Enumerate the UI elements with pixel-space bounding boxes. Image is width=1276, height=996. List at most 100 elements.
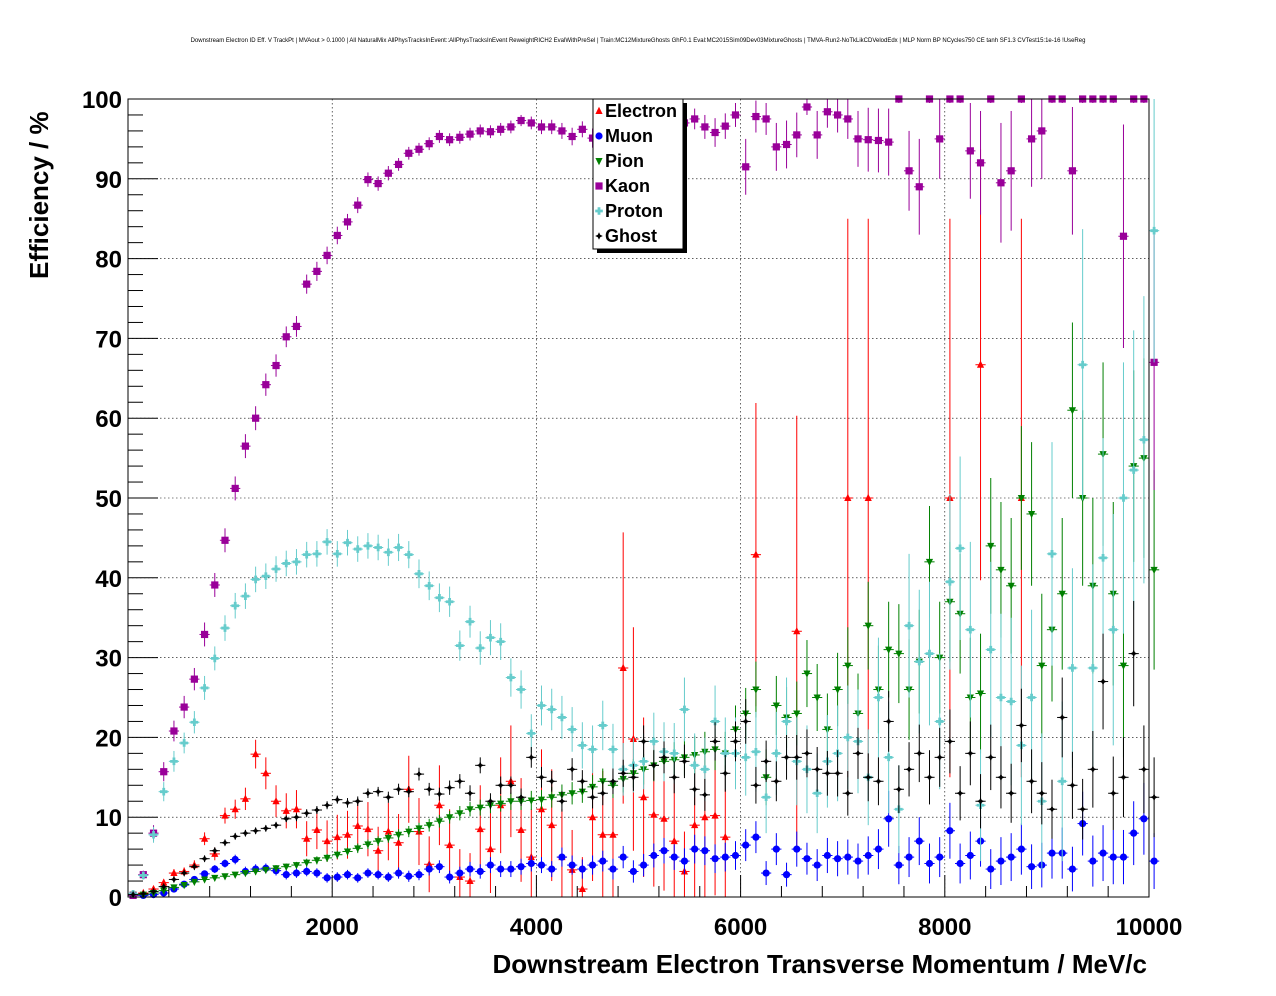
muon-point — [466, 865, 474, 873]
muon-point — [486, 861, 495, 869]
kaon-point — [1038, 127, 1046, 135]
ghost-point — [425, 785, 433, 794]
proton-point — [1078, 360, 1087, 369]
muon-point — [619, 853, 627, 861]
electron-point — [486, 844, 495, 853]
kaon-point — [742, 163, 750, 171]
muon-point — [762, 869, 770, 877]
electron-point — [548, 820, 556, 829]
ghost-point — [588, 793, 597, 802]
muon-point — [813, 861, 821, 869]
electron-point — [282, 806, 290, 814]
ghost-point — [445, 783, 454, 792]
pion-point — [415, 825, 423, 833]
muon-point — [752, 833, 760, 841]
kaon-point — [343, 218, 352, 226]
electron-point — [221, 811, 229, 819]
muon-point — [609, 865, 617, 873]
kaon-point — [793, 131, 801, 139]
kaon-point — [731, 111, 740, 119]
muon-point — [1089, 857, 1097, 865]
muon-point — [629, 867, 637, 876]
y-tick-label: 90 — [95, 167, 122, 194]
proton-point — [1027, 693, 1036, 702]
kaon-point — [272, 361, 280, 370]
kaon-point — [405, 149, 413, 157]
ghost-point — [262, 824, 270, 833]
muon-point — [527, 859, 535, 868]
muon-point — [394, 869, 403, 877]
ghost-point — [690, 785, 699, 794]
electron-point — [976, 360, 985, 368]
ghost-point — [976, 797, 985, 806]
data-series — [128, 95, 1160, 900]
pion-point — [190, 878, 198, 887]
muon-point — [854, 857, 862, 865]
muon-point — [507, 865, 515, 873]
kaon-point — [1068, 167, 1077, 175]
proton-point — [425, 581, 433, 590]
ghost-point — [1027, 777, 1036, 786]
kaon-point — [456, 133, 464, 141]
muon-point — [384, 873, 392, 881]
muon-point — [200, 870, 209, 878]
kaon-point — [915, 183, 923, 191]
pion-point — [303, 859, 311, 867]
ghost-point — [415, 770, 423, 778]
kaon-point — [252, 414, 260, 422]
muon-point — [1007, 853, 1015, 861]
kaon-point — [425, 140, 433, 148]
pion-point — [1150, 566, 1158, 575]
proton-point — [966, 625, 975, 634]
kaon-point — [527, 119, 535, 127]
ghost-point — [313, 806, 321, 814]
electron-point — [374, 846, 382, 854]
pion-point — [507, 798, 515, 806]
proton-point — [159, 787, 168, 796]
proton-point — [547, 705, 556, 714]
electron-point — [578, 884, 586, 893]
ghost-point — [1048, 805, 1056, 814]
electron-point — [241, 794, 250, 802]
pion-point — [456, 810, 464, 818]
y-tick-label: 70 — [95, 326, 122, 353]
electron-point — [650, 810, 658, 818]
ghost-point — [854, 749, 862, 758]
proton-point — [364, 542, 372, 550]
kaon-point — [823, 108, 831, 116]
proton-point — [935, 717, 944, 726]
muon-point — [1150, 857, 1158, 865]
proton-point — [282, 559, 291, 568]
kaon-point — [180, 703, 188, 711]
ghost-point — [578, 777, 587, 786]
ghost-point — [456, 777, 464, 786]
ghost-point — [486, 797, 495, 806]
muon-point — [425, 865, 433, 873]
proton-point — [701, 765, 709, 774]
axis-ticks — [127, 98, 1150, 898]
muon-point — [711, 855, 719, 863]
proton-point — [190, 718, 199, 727]
kaon-point — [701, 123, 709, 131]
ghost-point — [966, 749, 975, 758]
proton-point — [690, 761, 699, 770]
pion-point — [241, 870, 250, 878]
proton-point — [578, 741, 587, 750]
kaon-point — [966, 147, 974, 155]
pion-point — [180, 882, 188, 890]
ghost-point — [394, 785, 403, 794]
legend-label-kaon: Kaon — [605, 176, 650, 196]
ghost-point — [711, 737, 719, 746]
kaon-point — [497, 125, 505, 133]
ghost-point — [619, 769, 627, 778]
electron-point — [272, 797, 280, 805]
proton-point — [986, 645, 995, 654]
electron-point — [446, 840, 454, 849]
ghost-point — [946, 737, 954, 746]
ghost-point — [609, 777, 617, 786]
electron-point — [343, 830, 352, 838]
pion-point — [793, 710, 801, 718]
pion-point — [211, 874, 219, 883]
kaon-point — [354, 201, 362, 209]
muon-point — [905, 853, 913, 861]
